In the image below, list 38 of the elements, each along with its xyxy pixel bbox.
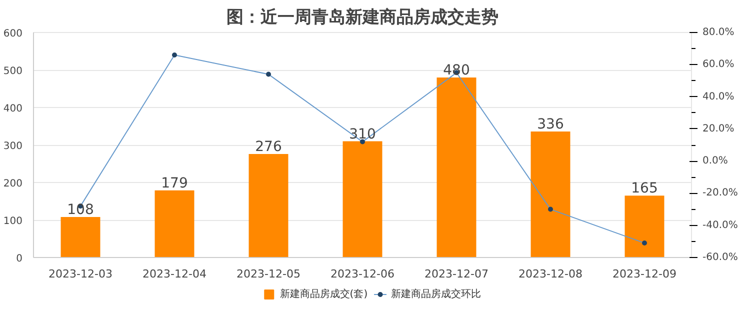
x-tick-label: 2023-12-06 [330, 268, 394, 280]
x-tick-label: 2023-12-09 [612, 268, 676, 280]
bar [436, 78, 476, 258]
data-label: 179 [161, 175, 188, 192]
legend-label: 新建商品房成交(套) [280, 288, 368, 300]
legend-label: 新建商品房成交环比 [390, 288, 481, 300]
bar [154, 190, 194, 258]
y2-tick-label: 0.0% [702, 156, 728, 167]
bar [342, 141, 382, 258]
y2-tick-label: 20.0% [702, 123, 734, 134]
y-tick-label: 600 [3, 28, 23, 40]
y-tick-label: 200 [3, 178, 23, 190]
bar [248, 154, 288, 258]
data-label: 480 [443, 62, 470, 78]
y-tick-label: 0 [16, 254, 23, 264]
bar [530, 132, 570, 258]
data-label: 276 [255, 139, 282, 155]
y2-tick-label: 40.0% [702, 91, 734, 102]
y-tick-label: 100 [3, 216, 23, 227]
x-tick-label: 2023-12-05 [236, 268, 300, 280]
y-tick-label: 400 [3, 104, 23, 114]
bar [60, 217, 100, 258]
chart-title: 图：近一周青岛新建商品房成交走势 [226, 8, 498, 28]
x-tick-label: 2023-12-07 [424, 268, 488, 280]
data-label: 165 [631, 180, 658, 197]
x-tick-label: 2023-12-04 [142, 268, 206, 280]
y2-tick-label: 80.0% [702, 27, 734, 38]
y2-tick-label: -40.0% [702, 220, 738, 231]
bar [624, 196, 664, 258]
y-tick-label: 500 [3, 66, 23, 77]
x-tick-label: 2023-12-08 [518, 268, 582, 280]
y2-tick-label: 60.0% [702, 59, 734, 70]
y2-tick-label: -60.0% [702, 252, 738, 263]
x-tick-label: 2023-12-03 [48, 268, 112, 280]
data-label: 108 [67, 202, 94, 218]
y2-tick-label: -20.0% [702, 188, 738, 199]
y-tick-label: 300 [3, 141, 23, 152]
data-label: 336 [537, 116, 564, 132]
